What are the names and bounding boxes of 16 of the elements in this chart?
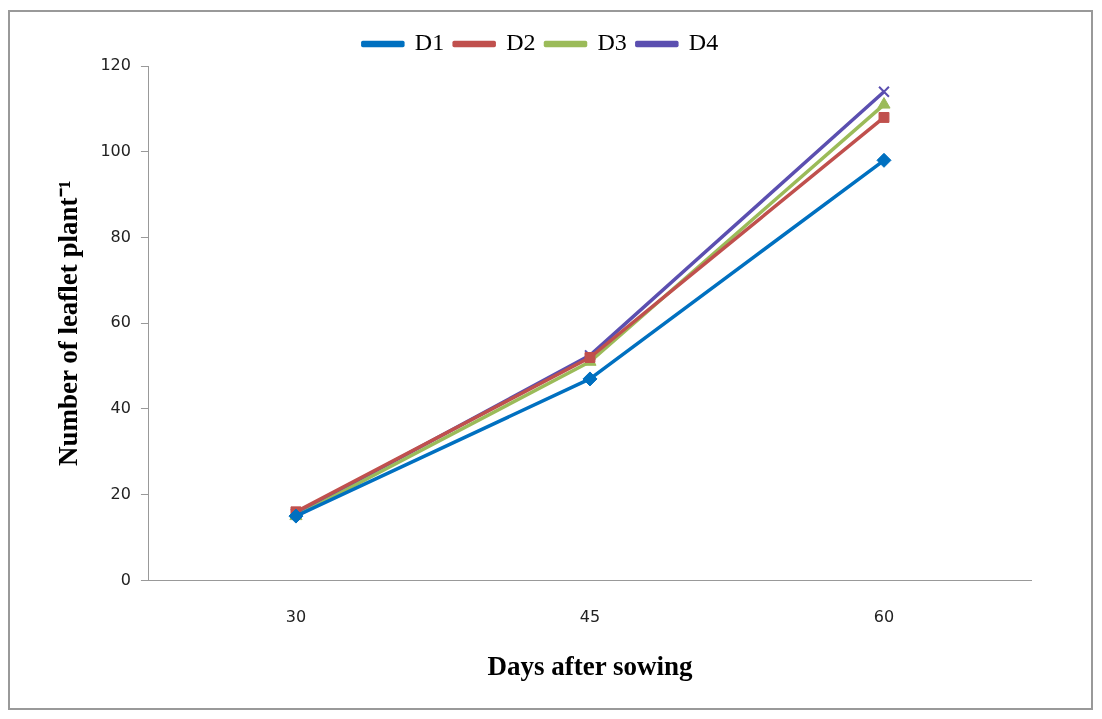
y-tick-label: 0 xyxy=(120,569,131,589)
legend-label: D3 xyxy=(597,29,627,56)
legend-label: D1 xyxy=(414,29,445,56)
y-tick-label: 20 xyxy=(110,483,131,503)
x-axis-title: Days after sowing xyxy=(487,650,693,681)
y-tick-label: 60 xyxy=(110,312,131,332)
y-tick-label: 120 xyxy=(100,55,131,75)
x-tick-label: 60 xyxy=(873,607,895,627)
legend-label: D2 xyxy=(506,29,536,56)
legend-label: D4 xyxy=(688,29,719,56)
y-tick-label: 80 xyxy=(110,226,131,246)
x-tick-label: 45 xyxy=(579,607,601,627)
y-axis-title: Number of leaflet plant⁻¹ xyxy=(53,180,84,467)
y-tick-label: 40 xyxy=(110,398,131,418)
x-tick-label: 30 xyxy=(285,607,307,627)
y-tick-label: 100 xyxy=(100,140,131,160)
